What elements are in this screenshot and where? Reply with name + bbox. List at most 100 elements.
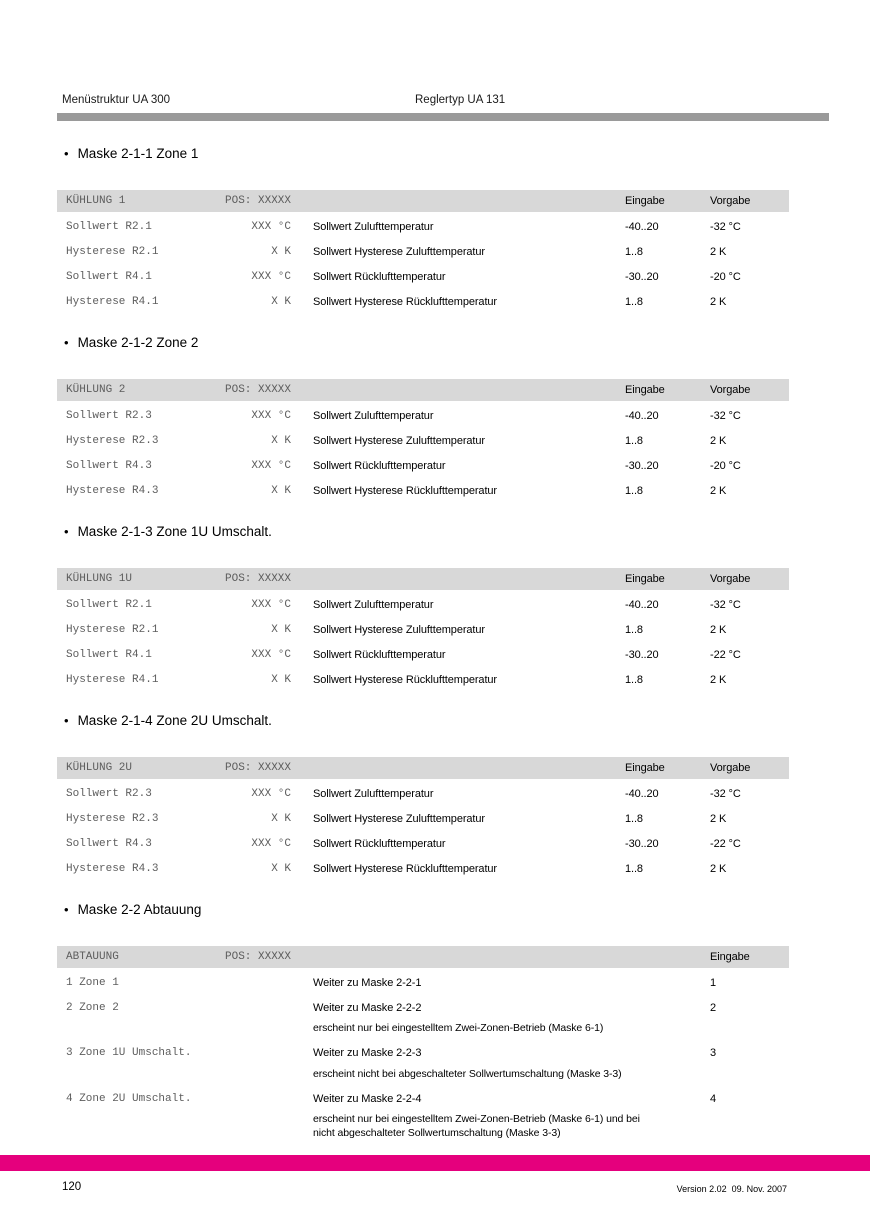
row-value: X K <box>271 295 291 308</box>
row-value: XXX °C <box>251 459 291 472</box>
row-desc: Sollwert Rücklufttemperatur <box>313 459 446 472</box>
page-number: 120 <box>62 1181 82 1193</box>
table-header: KÜHLUNG 2U POS: XXXXX Eingabe Vorgabe <box>57 757 789 779</box>
row-desc: Sollwert Hysterese Rücklufttemperatur <box>313 295 497 308</box>
row-label: Sollwert R2.1 <box>66 598 152 611</box>
row-desc: Sollwert Hysterese Rücklufttemperatur <box>313 673 497 686</box>
version-label: Version 2.02 09. Nov. 2007 <box>676 1184 787 1194</box>
table-kuehlung-2u: KÜHLUNG 2U POS: XXXXX Eingabe Vorgabe So… <box>57 757 789 881</box>
bullet-icon: • <box>64 524 69 539</box>
table-row: Hysterese R4.1 X K Sollwert Hysterese Rü… <box>57 667 789 692</box>
row-label: Hysterese R2.3 <box>66 434 159 447</box>
row-vorgabe: -32 °C <box>710 220 741 233</box>
row-eingabe: -40..20 <box>625 220 659 233</box>
section-title-maske-2-1-3: • Maske 2-1-3 Zone 1U Umschalt. <box>64 524 272 539</box>
row-vorgabe: 2 K <box>710 434 727 447</box>
table-header: KÜHLUNG 1U POS: XXXXX Eingabe Vorgabe <box>57 568 789 590</box>
row-note: erscheint nicht bei abgeschalteter Sollw… <box>313 1067 622 1080</box>
row-eingabe: 2 <box>710 1001 717 1014</box>
section-title-maske-2-1-1: • Maske 2-1-1 Zone 1 <box>64 146 198 161</box>
row-vorgabe: -20 °C <box>710 459 741 472</box>
row-label: Hysterese R4.1 <box>66 673 159 686</box>
table-row: Hysterese R4.3 X K Sollwert Hysterese Rü… <box>57 856 789 881</box>
row-label: Sollwert R4.3 <box>66 837 152 850</box>
row-vorgabe: 2 K <box>710 862 727 875</box>
row-eingabe: -30..20 <box>625 270 659 283</box>
row-label: Hysterese R4.1 <box>66 295 159 308</box>
row-desc: Sollwert Hysterese Zulufttemperatur <box>313 245 485 258</box>
row-eingabe: 4 <box>710 1092 717 1105</box>
header-divider-bar <box>57 113 829 121</box>
row-eingabe: 1..8 <box>625 862 643 875</box>
table-row: Sollwert R4.3 XXX °C Sollwert Rückluftte… <box>57 831 789 856</box>
row-label: Sollwert R2.3 <box>66 787 152 800</box>
col-vorgabe: Vorgabe <box>710 762 751 774</box>
row-label: Hysterese R4.3 <box>66 862 159 875</box>
row-value: X K <box>271 434 291 447</box>
row-eingabe: -40..20 <box>625 598 659 611</box>
table-pos: POS: XXXXX <box>225 573 292 585</box>
table-kuehlung-1u: KÜHLUNG 1U POS: XXXXX Eingabe Vorgabe So… <box>57 568 789 692</box>
row-desc: Sollwert Rücklufttemperatur <box>313 837 446 850</box>
table-kuehlung-1: KÜHLUNG 1 POS: XXXXX Eingabe Vorgabe Sol… <box>57 190 789 314</box>
row-label: 4 Zone 2U Umschalt. <box>66 1092 192 1105</box>
col-eingabe: Eingabe <box>625 195 665 207</box>
row-desc: Weiter zu Maske 2-2-4 <box>313 1092 422 1105</box>
col-vorgabe: Vorgabe <box>710 573 751 585</box>
header-right-title: Reglertyp UA 131 <box>415 94 506 106</box>
row-desc: Sollwert Hysterese Zulufttemperatur <box>313 434 485 447</box>
row-value: X K <box>271 484 291 497</box>
row-label: 2 Zone 2 <box>66 1001 119 1014</box>
footer-accent-bar <box>0 1155 870 1171</box>
row-label: Sollwert R2.3 <box>66 409 152 422</box>
section-title-label: Maske 2-2 Abtauung <box>77 902 202 917</box>
table-row: 3 Zone 1U Umschalt. Weiter zu Maske 2-2-… <box>57 1041 789 1082</box>
table-pos: POS: XXXXX <box>225 951 292 963</box>
row-value: XXX °C <box>251 220 291 233</box>
row-eingabe: 1..8 <box>625 623 643 636</box>
table-name: KÜHLUNG 1 <box>66 195 126 207</box>
row-desc: Sollwert Rücklufttemperatur <box>313 648 446 661</box>
row-eingabe: -40..20 <box>625 409 659 422</box>
row-value: XXX °C <box>251 837 291 850</box>
row-value: X K <box>271 623 291 636</box>
table-row: Sollwert R2.1 XXX °C Sollwert Zulufttemp… <box>57 214 789 239</box>
table-row: Hysterese R4.1 X K Sollwert Hysterese Rü… <box>57 289 789 314</box>
table-abtauung: ABTAUUNG POS: XXXXX Eingabe 1 Zone 1 Wei… <box>57 946 789 1145</box>
table-row: Sollwert R4.3 XXX °C Sollwert Rückluftte… <box>57 453 789 478</box>
row-desc: Weiter zu Maske 2-2-3 <box>313 1047 422 1059</box>
table-row: Hysterese R4.3 X K Sollwert Hysterese Rü… <box>57 478 789 503</box>
bullet-icon: • <box>64 713 69 728</box>
row-label: Hysterese R2.1 <box>66 623 159 636</box>
table-row: 2 Zone 2 Weiter zu Maske 2-2-2 2 erschei… <box>57 995 789 1036</box>
row-vorgabe: -32 °C <box>710 409 741 422</box>
row-desc: Sollwert Hysterese Rücklufttemperatur <box>313 484 497 497</box>
row-label: 3 Zone 1U Umschalt. <box>66 1047 192 1059</box>
table-name: KÜHLUNG 1U <box>66 573 133 585</box>
row-label: Sollwert R4.1 <box>66 270 152 283</box>
section-title-label: Maske 2-1-3 Zone 1U Umschalt. <box>77 524 272 539</box>
row-eingabe: -30..20 <box>625 648 659 661</box>
section-title-maske-2-1-2: • Maske 2-1-2 Zone 2 <box>64 335 198 350</box>
row-vorgabe: -20 °C <box>710 270 741 283</box>
row-eingabe: 1..8 <box>625 484 643 497</box>
row-vorgabe: 2 K <box>710 245 727 258</box>
row-eingabe: 1..8 <box>625 673 643 686</box>
row-vorgabe: 2 K <box>710 812 727 825</box>
row-label: Hysterese R4.3 <box>66 484 159 497</box>
header-left-title: Menüstruktur UA 300 <box>62 94 171 106</box>
section-title-label: Maske 2-1-4 Zone 2U Umschalt. <box>77 713 272 728</box>
table-row: Hysterese R2.1 X K Sollwert Hysterese Zu… <box>57 617 789 642</box>
row-desc: Sollwert Hysterese Zulufttemperatur <box>313 812 485 825</box>
row-label: 1 Zone 1 <box>66 976 119 989</box>
row-value: X K <box>271 673 291 686</box>
row-vorgabe: -32 °C <box>710 787 741 800</box>
section-title-label: Maske 2-1-2 Zone 2 <box>77 335 199 350</box>
table-pos: POS: XXXXX <box>225 195 292 207</box>
table-row: 1 Zone 1 Weiter zu Maske 2-2-1 1 <box>57 970 789 995</box>
table-pos: POS: XXXXX <box>225 384 292 396</box>
table-name: ABTAUUNG <box>66 951 119 963</box>
row-eingabe: 3 <box>710 1047 717 1059</box>
row-desc: Sollwert Hysterese Rücklufttemperatur <box>313 862 497 875</box>
